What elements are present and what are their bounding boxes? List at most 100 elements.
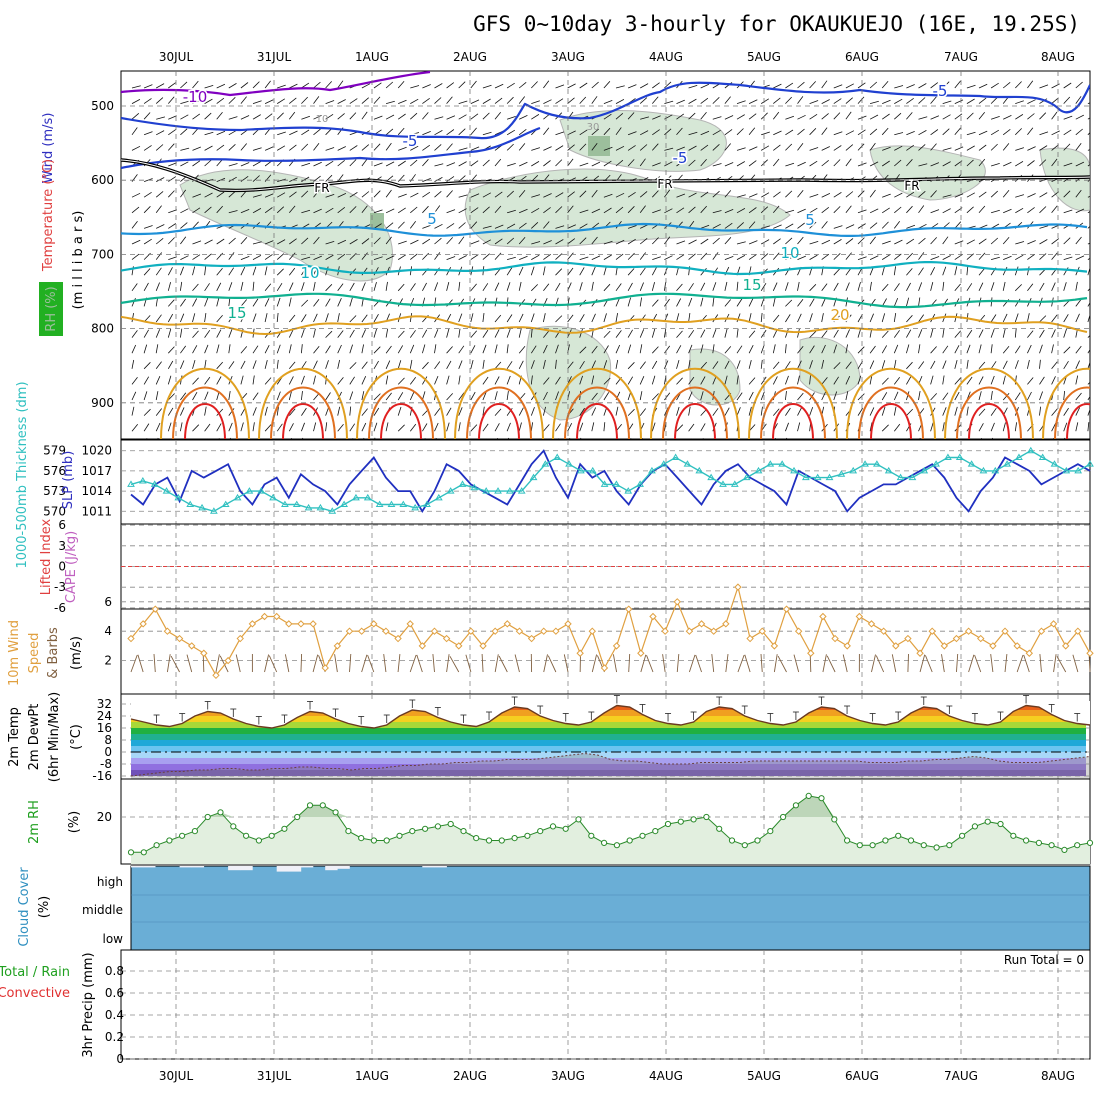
wind-barb	[361, 344, 364, 354]
wind-barb	[579, 129, 588, 136]
rh2m-labels: 2m RH (%)	[27, 800, 82, 844]
wind-barb	[1039, 329, 1045, 338]
wind-barb	[361, 238, 370, 245]
wind-barb	[531, 284, 538, 292]
wind-barb	[446, 375, 450, 385]
temp-color-band	[131, 770, 1086, 776]
wind-barb	[688, 406, 691, 416]
wind10m-marker	[333, 642, 342, 650]
wind10m-marker	[697, 620, 706, 628]
thickness-marker	[932, 460, 940, 467]
wind-barb	[954, 406, 958, 416]
surface-warm-contour	[674, 403, 716, 439]
wind-barb	[446, 96, 453, 104]
wind-barb	[228, 314, 235, 323]
wind-barb	[797, 299, 804, 307]
wind-barb	[506, 82, 515, 89]
thickness-marker	[612, 480, 621, 487]
wind-barb	[409, 423, 417, 432]
wind-barb	[458, 81, 466, 89]
wind-barb-10m	[312, 654, 319, 673]
wind-barb	[325, 113, 334, 120]
thickness-marker	[1062, 466, 1071, 474]
tick-label: 32	[97, 697, 112, 711]
wind-barb	[797, 222, 805, 229]
wind-barb	[1027, 344, 1032, 354]
wind-barb	[615, 206, 624, 214]
wind-barb	[821, 127, 828, 136]
temp-color-band	[131, 752, 1086, 758]
wind-barb	[518, 143, 526, 151]
wind-barb	[785, 115, 795, 120]
wind-barb	[276, 145, 286, 151]
wind-barb	[591, 208, 601, 214]
wind-barb	[373, 256, 383, 260]
wind-barb	[518, 313, 524, 323]
wind-barb	[410, 192, 419, 198]
wind-barb-10m	[268, 655, 278, 673]
wind-barb	[918, 267, 924, 276]
wind-barb	[700, 344, 704, 354]
wind-barb	[893, 423, 901, 432]
rh2m-marker	[153, 842, 160, 849]
wind-barb	[168, 237, 175, 245]
wind-barb	[736, 100, 746, 104]
wind-barb	[603, 100, 613, 104]
wind-barb	[615, 297, 620, 307]
wind-barb	[434, 237, 442, 245]
wind-barb	[264, 254, 273, 260]
tick-label: 0	[58, 560, 66, 574]
wind-barb	[785, 328, 789, 338]
wind-barb	[482, 376, 489, 385]
wind-barb	[615, 112, 624, 120]
wind-barb	[289, 83, 298, 89]
wind-barb	[409, 376, 417, 385]
wind-barb	[288, 329, 294, 338]
rh2m-marker	[511, 835, 518, 842]
wind-barb-10m	[1004, 654, 1008, 673]
wind-barb	[591, 266, 596, 276]
wind-barb	[240, 360, 246, 369]
rh2m-marker	[997, 820, 1004, 828]
wind-barb	[458, 114, 467, 120]
wind-barb	[494, 314, 502, 323]
cloud-gap	[288, 866, 302, 872]
wind-barb	[773, 83, 782, 89]
wind-barb	[603, 193, 613, 198]
wind-barb	[785, 162, 795, 167]
wind-barb	[325, 100, 335, 104]
wind-barb	[470, 240, 480, 245]
wind-barb	[990, 328, 995, 338]
tick-label: 6	[58, 518, 66, 532]
date-label-bottom: 1AUG	[355, 1069, 389, 1083]
wind-barb	[252, 208, 262, 214]
wind-barb	[518, 328, 522, 338]
wind10m-marker	[1013, 642, 1021, 650]
wind-barb	[337, 193, 347, 198]
wind-barb	[301, 176, 310, 182]
wind-barb	[978, 97, 987, 104]
wind-barb	[579, 314, 585, 323]
wind-barb	[978, 205, 986, 214]
wind10m-marker	[928, 627, 936, 635]
wind-barb	[361, 361, 368, 370]
wind-barb	[506, 163, 516, 167]
wind10m-marker	[819, 612, 827, 621]
date-label-top: 7AUG	[944, 50, 978, 64]
wind-barb	[1063, 82, 1072, 89]
wind-barb	[1087, 395, 1090, 401]
wind-barb	[337, 330, 344, 338]
wind-barb	[397, 330, 405, 338]
wind-barb	[470, 254, 479, 260]
wind-barb	[155, 376, 161, 385]
wind-barb	[652, 190, 659, 198]
wind-barb	[772, 158, 780, 167]
wind-barb	[458, 375, 461, 385]
wind-barb	[1002, 392, 1010, 401]
wind-barb	[918, 297, 921, 307]
wind-barb	[470, 424, 478, 432]
wind-barb	[385, 100, 395, 104]
wind-barb	[446, 223, 455, 229]
wind-barb	[240, 96, 247, 104]
wind-barb	[167, 422, 172, 432]
